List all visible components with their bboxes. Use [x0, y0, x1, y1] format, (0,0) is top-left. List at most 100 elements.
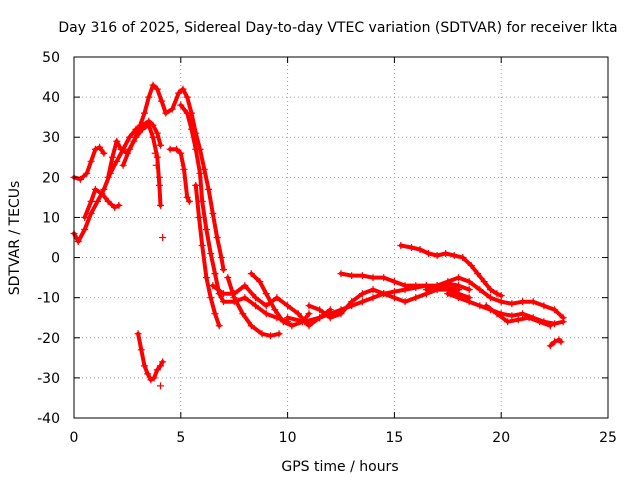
data-point — [183, 193, 191, 201]
data-point — [294, 310, 302, 318]
data-point — [380, 274, 388, 282]
data-point — [267, 332, 275, 340]
data-point — [279, 318, 287, 326]
series-trace-14 — [339, 271, 461, 292]
data-point — [401, 298, 409, 306]
data-point — [305, 310, 313, 318]
data-point — [480, 278, 488, 286]
data-point — [76, 175, 84, 183]
data-point — [173, 145, 181, 153]
data-point — [117, 145, 125, 153]
data-point — [369, 294, 377, 302]
data-point — [195, 213, 203, 221]
data-point — [284, 314, 292, 322]
data-point — [153, 129, 161, 137]
data-point — [433, 282, 441, 290]
data-point — [465, 286, 473, 294]
data-point — [183, 93, 191, 101]
data-point — [162, 109, 170, 117]
series-trace-2 — [72, 119, 163, 244]
data-point — [157, 362, 165, 370]
data-point — [220, 266, 228, 274]
data-point — [288, 322, 296, 330]
data-point — [126, 133, 134, 141]
data-point — [390, 278, 398, 286]
data-point — [348, 272, 356, 280]
data-point — [559, 318, 567, 326]
data-point — [271, 306, 279, 314]
series-trace-6 — [168, 147, 192, 204]
x-axis-ticks: 0 5 10 15 20 25 — [70, 57, 617, 446]
data-point — [273, 294, 281, 302]
data-point — [179, 85, 187, 93]
data-point — [465, 298, 473, 306]
y-tick-label: 0 — [51, 251, 60, 267]
data-point — [239, 310, 247, 318]
data-point — [202, 274, 210, 282]
data-point — [153, 153, 161, 161]
data-point — [115, 201, 123, 209]
data-point — [476, 302, 484, 310]
data-point — [149, 133, 157, 141]
x-tick-label: 5 — [176, 430, 185, 446]
data-point — [213, 234, 221, 241]
data-point — [145, 121, 153, 129]
data-point — [519, 298, 527, 306]
data-point — [140, 362, 148, 370]
data-point — [497, 298, 505, 306]
data-point — [119, 161, 127, 169]
data-point — [111, 203, 119, 211]
x-tick-label: 20 — [492, 430, 510, 446]
data-point — [425, 250, 433, 258]
data-point — [108, 153, 116, 161]
data-point — [454, 294, 462, 302]
data-point — [262, 310, 270, 318]
data-point — [104, 173, 112, 181]
data-point — [358, 298, 366, 306]
data-point — [180, 165, 188, 173]
data-point — [546, 342, 554, 350]
data-point — [81, 213, 89, 221]
data-point — [551, 338, 559, 346]
data-point — [416, 246, 424, 254]
data-point — [150, 374, 158, 382]
data-point — [247, 270, 255, 278]
data-point — [192, 181, 200, 189]
grid — [74, 57, 608, 418]
data-point — [397, 242, 405, 250]
data-point — [493, 310, 501, 318]
data-point — [175, 89, 183, 97]
data-point — [493, 290, 501, 298]
data-point — [83, 169, 91, 177]
data-point — [132, 133, 140, 141]
y-tick-label: 30 — [42, 130, 60, 146]
data-point — [444, 290, 452, 298]
data-point — [256, 278, 264, 286]
data-point — [158, 97, 166, 105]
data-point — [401, 282, 409, 290]
data-point — [540, 302, 548, 310]
data-point — [316, 306, 324, 314]
data-point — [126, 145, 134, 153]
y-axis-ticks: -40 -30 -20 -10 0 10 20 30 40 50 — [37, 50, 608, 427]
data-point — [508, 312, 516, 320]
data-point — [412, 294, 420, 302]
data-point — [390, 288, 398, 296]
data-point — [224, 274, 232, 282]
x-tick-label: 25 — [599, 430, 617, 446]
data-point — [262, 290, 270, 298]
y-tick-label: 40 — [42, 90, 60, 106]
data-point — [275, 330, 283, 338]
data-series — [70, 81, 567, 390]
y-tick-label: -10 — [37, 291, 60, 307]
data-point — [220, 290, 228, 298]
data-point — [326, 314, 334, 322]
data-point — [205, 185, 213, 193]
data-point — [433, 252, 441, 260]
data-point — [220, 298, 228, 306]
x-tick-label: 15 — [385, 430, 403, 446]
data-point — [252, 294, 260, 302]
data-point — [211, 270, 219, 278]
data-point — [177, 149, 185, 157]
data-point — [209, 282, 217, 290]
